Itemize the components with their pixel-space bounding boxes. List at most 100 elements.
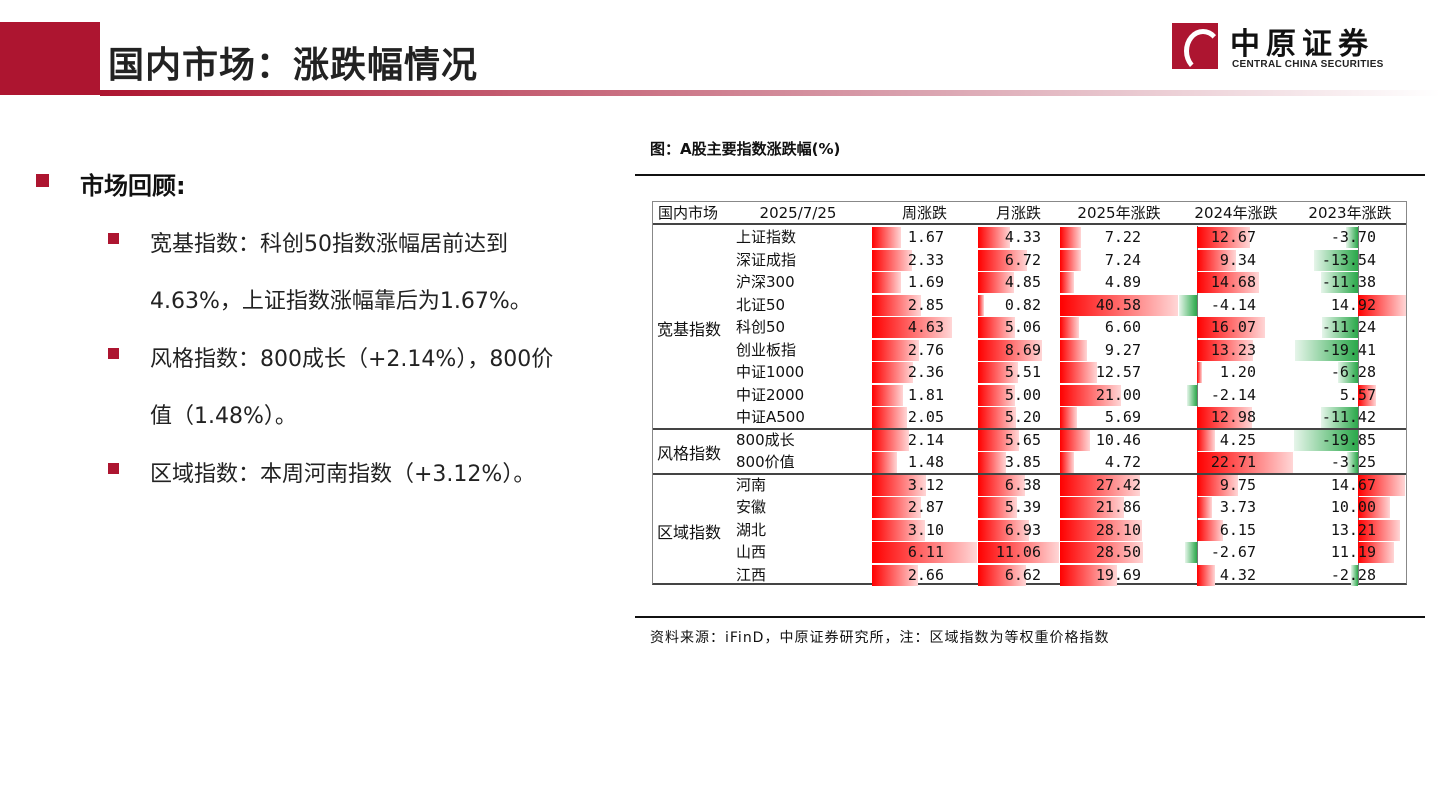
negative-data-bar [1321, 272, 1358, 293]
negative-data-bar [1185, 542, 1197, 563]
column-header: 国内市场 [657, 204, 718, 222]
value-cell: 5.57 [1339, 385, 1376, 404]
column-header: 2025/7/25 [759, 204, 837, 222]
review-item-2-line2: 值（1.48%）。 [150, 404, 297, 429]
value-cell: 6.38 [1004, 475, 1041, 494]
value-cell: 6.11 [907, 543, 944, 561]
value-cell: 2.66 [907, 565, 944, 584]
positive-data-bar [978, 339, 1042, 361]
positive-data-bar [872, 519, 926, 541]
positive-data-bar [978, 474, 1025, 496]
positive-data-bar [1357, 474, 1406, 496]
positive-data-bar [1196, 362, 1202, 383]
value-cell: 3.85 [1004, 453, 1041, 471]
index-name: 上证指数 [736, 228, 797, 246]
column-header: 周涨跌 [901, 204, 947, 222]
positive-data-bar [1060, 497, 1124, 518]
positive-data-bar [1196, 564, 1215, 586]
positive-data-bar [978, 497, 1018, 518]
value-cell: 2.36 [907, 363, 944, 381]
value-cell: 4.85 [1004, 273, 1041, 291]
value-cell: 13.23 [1210, 340, 1256, 359]
positive-data-bar [872, 339, 920, 361]
table-row: 创业板指 2.76 8.69 9.27 13.23 -19.41 [653, 339, 1406, 362]
table-header: 国内市场 2025/7/25 周涨跌 月涨跌 2025年涨跌 2024年涨跌 2023年涨跌 [653, 202, 1406, 225]
positive-data-bar [1357, 294, 1406, 316]
value-cell: 4.89 [1104, 273, 1141, 291]
value-cell: 4.32 [1219, 565, 1256, 584]
value-cell: -13.54 [1321, 250, 1376, 269]
negative-data-bar [1346, 227, 1358, 248]
group-separator [653, 427, 1406, 430]
value-cell: 3.12 [907, 475, 944, 494]
value-cell: 21.86 [1095, 498, 1141, 516]
table-row: 中证1000 2.36 5.51 12.57 1.20 -6.28 [653, 361, 1406, 384]
value-cell: 5.65 [1004, 430, 1041, 449]
value-cell: 0.82 [1004, 295, 1041, 314]
positive-data-bar [978, 519, 1029, 541]
bullet-icon [108, 348, 119, 359]
index-name: 沪深300 [736, 273, 795, 291]
value-cell: 7.22 [1104, 228, 1141, 246]
value-cell: 6.72 [1004, 250, 1041, 269]
value-cell: 3.73 [1219, 498, 1256, 516]
review-item-1-line1: 宽基指数：科创50指数涨幅居前达到 [150, 232, 508, 257]
positive-data-bar [1196, 474, 1238, 496]
index-name: 中证1000 [736, 363, 805, 381]
table-row: 上证指数 1.67 4.33 7.22 12.67 -3.70 [653, 226, 1406, 249]
positive-data-bar [978, 272, 1014, 293]
value-cell: 19.69 [1095, 565, 1141, 584]
negative-data-bar [1347, 452, 1358, 473]
positive-data-bar [1357, 519, 1401, 541]
value-cell: 11.19 [1330, 543, 1376, 561]
value-cell: 9.34 [1219, 250, 1256, 269]
value-cell: 27.42 [1095, 475, 1141, 494]
value-cell: -2.28 [1330, 565, 1376, 584]
positive-data-bar [978, 452, 1007, 473]
positive-data-bar [872, 249, 913, 271]
bullet-icon [108, 233, 119, 244]
positive-data-bar [1357, 542, 1394, 563]
negative-data-bar [1321, 317, 1358, 338]
value-cell: 3.10 [907, 520, 944, 539]
positive-data-bar [1060, 542, 1143, 563]
positive-data-bar [1196, 407, 1252, 428]
value-cell: -3.70 [1330, 228, 1376, 246]
table-row: 中证2000 1.81 5.00 21.00 -2.14 5.57 [653, 384, 1406, 407]
positive-data-bar [1196, 317, 1265, 338]
positive-data-bar [1196, 497, 1213, 518]
value-cell: 1.48 [907, 453, 944, 471]
table-row: 北证50 2.85 0.82 40.58 -4.14 14.92 [653, 294, 1406, 317]
index-name: 湖北 [736, 520, 767, 539]
value-cell: 9.75 [1219, 475, 1256, 494]
positive-data-bar [978, 564, 1027, 586]
table-row: 山西 6.11 11.06 28.50 -2.67 11.19 [653, 541, 1406, 564]
value-cell: 1.81 [907, 385, 944, 404]
positive-data-bar [978, 384, 1015, 406]
logo-mark-icon [1172, 23, 1222, 73]
index-name: 江西 [736, 565, 767, 584]
positive-data-bar [872, 452, 898, 473]
table-row: 800价值 1.48 3.85 4.72 22.71 -3.25 [653, 451, 1406, 474]
positive-data-bar [1060, 294, 1178, 316]
index-name: 科创50 [736, 318, 786, 336]
positive-data-bar [872, 294, 921, 316]
table-row: 江西 2.66 6.62 19.69 4.32 -2.28 [653, 564, 1406, 587]
review-item-1-line2: 4.63%，上证指数涨幅靠后为1.67%。 [150, 289, 532, 314]
positive-data-bar [1196, 452, 1293, 473]
positive-data-bar [1060, 384, 1122, 406]
positive-data-bar [1060, 339, 1087, 361]
group-label: 宽基指数 [657, 320, 722, 340]
value-cell: 4.63 [907, 318, 944, 336]
value-cell: -2.67 [1210, 543, 1256, 561]
negative-data-bar [1314, 249, 1358, 271]
positive-data-bar [978, 429, 1020, 451]
positive-data-bar [1060, 362, 1097, 383]
positive-data-bar [872, 272, 902, 293]
positive-data-bar [1060, 317, 1080, 338]
value-cell: 12.67 [1210, 228, 1256, 246]
value-cell: -2.14 [1210, 385, 1256, 404]
value-cell: 14.68 [1210, 273, 1256, 291]
positive-data-bar [1196, 339, 1253, 361]
title-accent-block [0, 22, 100, 95]
